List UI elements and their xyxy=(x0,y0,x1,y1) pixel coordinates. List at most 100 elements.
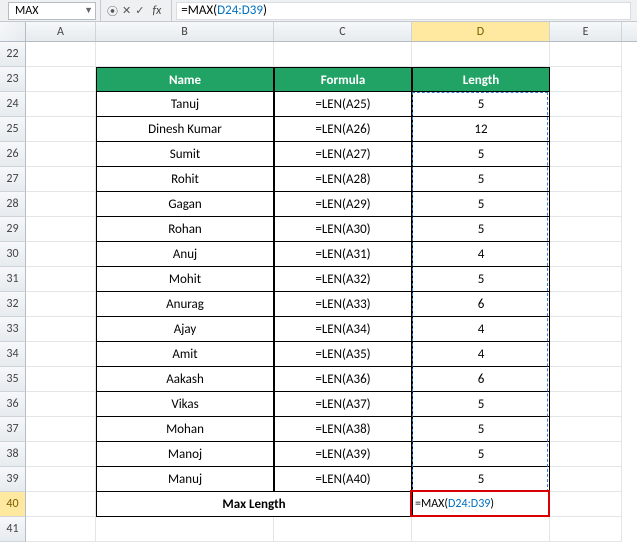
cell-formula[interactable]: =LEN(A33) xyxy=(274,292,412,317)
cell-name[interactable]: Manoj xyxy=(96,442,274,467)
cell[interactable] xyxy=(26,42,96,67)
row-header[interactable]: 23 xyxy=(0,67,26,92)
select-all-corner[interactable] xyxy=(0,22,26,41)
cell[interactable] xyxy=(26,342,96,367)
cell-name[interactable]: Mohan xyxy=(96,417,274,442)
header-formula[interactable]: Formula xyxy=(274,67,412,92)
cell-formula[interactable]: =LEN(A38) xyxy=(274,417,412,442)
cell[interactable] xyxy=(26,192,96,217)
cell[interactable] xyxy=(96,42,274,67)
cell-length[interactable]: 6 xyxy=(412,367,550,392)
col-header-c[interactable]: C xyxy=(274,22,412,41)
cell-length[interactable]: 5 xyxy=(412,217,550,242)
row-header[interactable]: 31 xyxy=(0,267,26,292)
row-header[interactable]: 38 xyxy=(0,442,26,467)
row-header[interactable]: 24 xyxy=(0,92,26,117)
cell[interactable] xyxy=(550,342,622,367)
cell[interactable] xyxy=(26,492,96,517)
row-header[interactable]: 40 xyxy=(0,492,26,517)
cell[interactable] xyxy=(550,92,622,117)
cell[interactable] xyxy=(26,467,96,492)
cell-name[interactable]: Tanuj xyxy=(96,92,274,117)
cell-length[interactable]: 6 xyxy=(412,292,550,317)
cell[interactable] xyxy=(274,517,412,542)
cell-formula[interactable]: =LEN(A28) xyxy=(274,167,412,192)
row-header[interactable]: 41 xyxy=(0,517,26,542)
cell-length[interactable]: 5 xyxy=(412,442,550,467)
cell[interactable] xyxy=(274,42,412,67)
cell-formula[interactable]: =LEN(A31) xyxy=(274,242,412,267)
cell[interactable] xyxy=(550,442,622,467)
cell[interactable] xyxy=(550,467,622,492)
dropdown-icon[interactable]: ⦿ xyxy=(107,3,118,19)
cell-length[interactable]: 5 xyxy=(412,392,550,417)
cell[interactable] xyxy=(26,417,96,442)
cell-length[interactable]: 12 xyxy=(412,117,550,142)
cell[interactable] xyxy=(26,92,96,117)
footer-label[interactable]: Max Length xyxy=(96,492,412,517)
cell[interactable] xyxy=(550,267,622,292)
cell[interactable] xyxy=(550,367,622,392)
cell-name[interactable]: Manuj xyxy=(96,467,274,492)
row-header[interactable]: 30 xyxy=(0,242,26,267)
cell-length[interactable]: 4 xyxy=(412,242,550,267)
cell-formula[interactable]: =LEN(A25) xyxy=(274,92,412,117)
col-header-d[interactable]: D xyxy=(412,22,550,41)
cell[interactable] xyxy=(26,67,96,92)
cell[interactable] xyxy=(412,42,550,67)
cell-name[interactable]: Sumit xyxy=(96,142,274,167)
row-header[interactable]: 28 xyxy=(0,192,26,217)
row-header[interactable]: 26 xyxy=(0,142,26,167)
cell-length[interactable]: 5 xyxy=(412,142,550,167)
cell[interactable] xyxy=(26,367,96,392)
row-header[interactable]: 29 xyxy=(0,217,26,242)
cell-name[interactable]: Rohit xyxy=(96,167,274,192)
cell[interactable] xyxy=(26,142,96,167)
cell[interactable] xyxy=(26,292,96,317)
cell-formula[interactable]: =LEN(A34) xyxy=(274,317,412,342)
cell[interactable] xyxy=(26,117,96,142)
cancel-icon[interactable]: ✕ xyxy=(122,4,131,17)
cell[interactable] xyxy=(550,117,622,142)
cell[interactable] xyxy=(550,517,622,542)
row-header[interactable]: 34 xyxy=(0,342,26,367)
cell-formula[interactable]: =LEN(A39) xyxy=(274,442,412,467)
cell[interactable] xyxy=(26,167,96,192)
col-header-a[interactable]: A xyxy=(26,22,96,41)
cell-formula[interactable]: =LEN(A36) xyxy=(274,367,412,392)
cell-length[interactable]: 5 xyxy=(412,167,550,192)
grid[interactable]: 2223NameFormulaLength24Tanuj=LEN(A25)525… xyxy=(0,42,637,542)
cell[interactable] xyxy=(26,392,96,417)
cell-length[interactable]: 5 xyxy=(412,467,550,492)
row-header[interactable]: 22 xyxy=(0,42,26,67)
formula-input[interactable]: =MAX(D24:D39) xyxy=(176,2,631,20)
cell-formula[interactable]: =LEN(A29) xyxy=(274,192,412,217)
cell[interactable] xyxy=(26,217,96,242)
cell-length[interactable]: 4 xyxy=(412,317,550,342)
row-header[interactable]: 37 xyxy=(0,417,26,442)
cell-formula[interactable]: =LEN(A26) xyxy=(274,117,412,142)
cell-name[interactable]: Amit xyxy=(96,342,274,367)
cell[interactable] xyxy=(550,292,622,317)
row-header[interactable]: 39 xyxy=(0,467,26,492)
cell[interactable] xyxy=(26,267,96,292)
accept-icon[interactable]: ✓ xyxy=(135,4,144,17)
row-header[interactable]: 32 xyxy=(0,292,26,317)
header-length[interactable]: Length xyxy=(412,67,550,92)
cell-name[interactable]: Ajay xyxy=(96,317,274,342)
col-header-e[interactable]: E xyxy=(550,22,622,41)
cell-formula[interactable]: =LEN(A37) xyxy=(274,392,412,417)
cell[interactable] xyxy=(26,317,96,342)
row-header[interactable]: 25 xyxy=(0,117,26,142)
cell-length[interactable]: 5 xyxy=(412,92,550,117)
fx-icon[interactable]: fx xyxy=(148,4,165,18)
row-header[interactable]: 27 xyxy=(0,167,26,192)
cell[interactable] xyxy=(550,392,622,417)
cell-name[interactable]: Anuj xyxy=(96,242,274,267)
header-name[interactable]: Name xyxy=(96,67,274,92)
cell-name[interactable]: Gagan xyxy=(96,192,274,217)
row-header[interactable]: 35 xyxy=(0,367,26,392)
cell[interactable] xyxy=(550,67,622,92)
cell[interactable] xyxy=(96,517,274,542)
cell-name[interactable]: Vikas xyxy=(96,392,274,417)
